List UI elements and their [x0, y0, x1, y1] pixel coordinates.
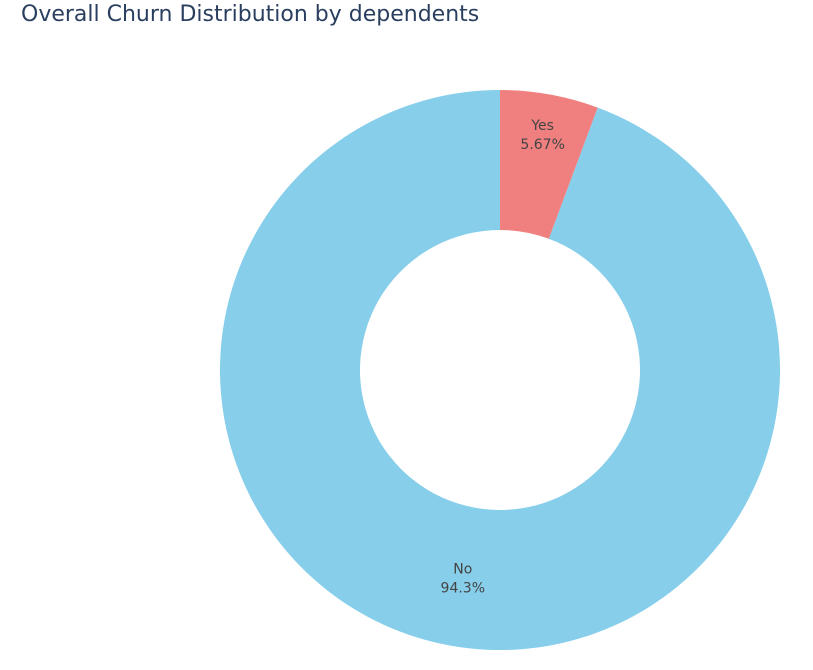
- slice-no[interactable]: [219, 90, 781, 650]
- slice-label-yes: Yes: [530, 118, 554, 134]
- slice-label-no: No: [453, 562, 472, 578]
- slice-yes[interactable]: [500, 90, 598, 239]
- chart-title: Overall Churn Distribution by dependents: [21, 2, 480, 27]
- slice-percent-no: 94.3%: [441, 581, 485, 597]
- slice-percent-yes: 5.67%: [520, 137, 564, 153]
